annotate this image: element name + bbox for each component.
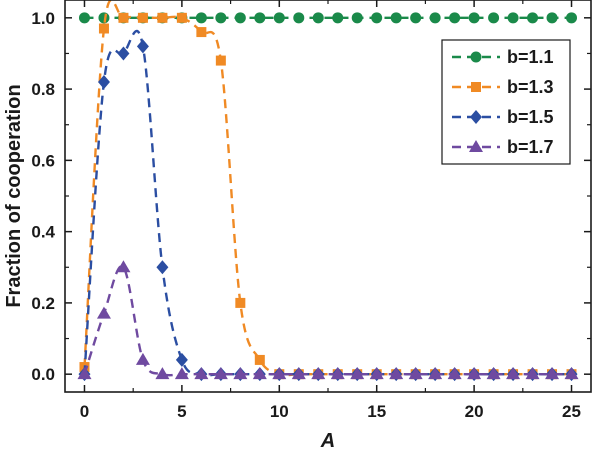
- data-point-1-2: [118, 12, 129, 23]
- data-point-3-18: [428, 367, 443, 380]
- data-point-3-12: [311, 367, 326, 380]
- legend-marker: [470, 51, 482, 63]
- y-axis-label: Fraction of cooperation: [3, 84, 25, 307]
- data-point-3-7: [213, 367, 228, 380]
- data-point-2-4: [156, 260, 169, 275]
- data-point-1-7: [215, 55, 226, 66]
- legend-label: b=1.7: [507, 137, 554, 157]
- data-point-3-3: [135, 352, 150, 365]
- data-point-0-25: [566, 12, 578, 24]
- data-point-0-16: [390, 12, 402, 24]
- data-point-1-1: [98, 23, 109, 34]
- data-point-0-20: [468, 12, 480, 24]
- x-tick-label: 5: [177, 402, 186, 421]
- data-point-0-19: [449, 12, 461, 24]
- data-point-0-15: [371, 12, 383, 24]
- data-point-0-22: [507, 12, 519, 24]
- data-point-0-17: [410, 12, 422, 24]
- data-point-3-4: [155, 367, 170, 380]
- data-point-0-0: [78, 12, 90, 24]
- data-point-3-25: [564, 367, 579, 380]
- data-point-2-3: [136, 39, 149, 54]
- data-point-0-6: [195, 12, 207, 24]
- data-point-3-13: [330, 367, 345, 380]
- data-point-0-10: [273, 12, 285, 24]
- data-point-3-0: [77, 367, 92, 380]
- legend-marker: [471, 82, 481, 92]
- data-point-3-5: [174, 367, 189, 380]
- data-point-2-1: [97, 74, 110, 89]
- data-point-1-6: [196, 27, 207, 38]
- legend-item-1: b=1.3: [452, 77, 554, 97]
- data-point-3-16: [389, 367, 404, 380]
- x-tick-label: 15: [367, 402, 386, 421]
- x-axis-label: A: [320, 430, 335, 452]
- legend-label: b=1.5: [507, 107, 554, 127]
- data-point-3-19: [447, 367, 462, 380]
- legend-label: b=1.3: [507, 77, 554, 97]
- data-point-0-12: [312, 12, 324, 24]
- x-tick-label: 10: [270, 402, 289, 421]
- legend-item-0: b=1.1: [452, 47, 554, 67]
- legend-marker: [469, 140, 483, 152]
- legend-label: b=1.1: [507, 47, 554, 67]
- data-point-3-2: [116, 260, 131, 273]
- data-point-3-1: [96, 306, 111, 319]
- data-point-0-9: [254, 12, 266, 24]
- data-point-0-14: [351, 12, 363, 24]
- series-3: [77, 260, 579, 380]
- data-point-0-11: [293, 12, 305, 24]
- data-point-3-15: [369, 367, 384, 380]
- data-point-0-23: [527, 12, 539, 24]
- legend-item-2: b=1.5: [452, 107, 554, 127]
- legend: b=1.1 b=1.3 b=1.5 b=1.7: [441, 39, 571, 165]
- data-point-3-9: [252, 367, 267, 380]
- data-point-3-6: [194, 367, 209, 380]
- data-point-3-21: [486, 367, 501, 380]
- data-point-1-3: [137, 12, 148, 23]
- x-tick-label: 25: [562, 402, 581, 421]
- data-point-1-8: [235, 297, 246, 308]
- data-point-3-11: [291, 367, 306, 380]
- legend-marker: [470, 110, 482, 124]
- data-point-3-24: [545, 367, 560, 380]
- data-point-3-8: [233, 367, 248, 380]
- data-point-0-8: [234, 12, 246, 24]
- data-point-3-20: [467, 367, 482, 380]
- y-tick-label: 0.2: [31, 294, 55, 313]
- x-tick-label: 0: [80, 402, 89, 421]
- data-point-3-23: [525, 367, 540, 380]
- data-point-0-13: [332, 12, 344, 24]
- data-point-1-9: [254, 354, 265, 365]
- data-point-0-21: [488, 12, 500, 24]
- y-tick-label: 0.4: [31, 223, 55, 242]
- y-tick-label: 1.0: [31, 9, 55, 28]
- data-point-2-2: [117, 46, 130, 61]
- data-point-0-24: [546, 12, 558, 24]
- axes-layer: 0 5 10 15 20 25 0.0 0.2 0.4 0.6 0.8 1.0: [31, 0, 592, 421]
- data-point-3-22: [506, 367, 521, 380]
- data-point-3-10: [272, 367, 287, 380]
- series-layer: [77, 0, 579, 382]
- x-tick-label: 20: [465, 402, 484, 421]
- legend-box: [441, 39, 571, 165]
- series-line-3: [83, 265, 572, 377]
- data-point-3-14: [350, 367, 365, 380]
- data-point-0-7: [215, 12, 227, 24]
- data-point-1-5: [176, 12, 187, 23]
- data-point-1-4: [157, 12, 168, 23]
- data-point-3-17: [408, 367, 423, 380]
- y-tick-label: 0.6: [31, 151, 55, 170]
- legend-item-3: b=1.7: [452, 137, 554, 157]
- data-point-0-18: [429, 12, 441, 24]
- data-point-2-5: [175, 352, 188, 367]
- y-tick-label: 0.0: [31, 365, 55, 384]
- y-tick-label: 0.8: [31, 80, 55, 99]
